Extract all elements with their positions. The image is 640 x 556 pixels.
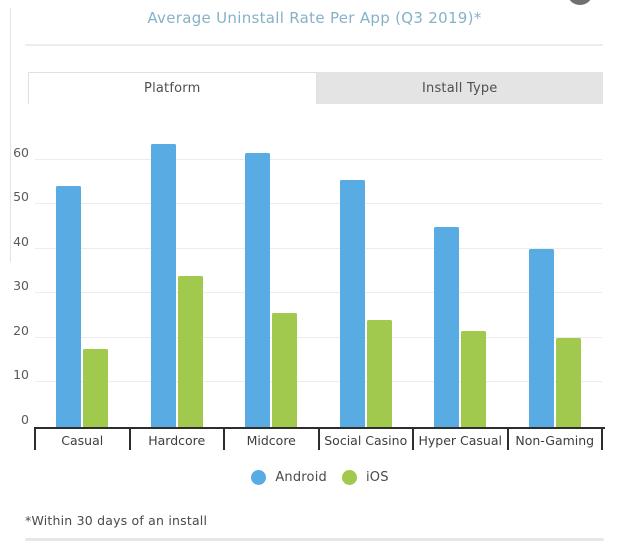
y-axis-label-0: 0 [21,412,29,427]
bar-group-casual [35,133,130,427]
bar-ios-hardcore[interactable] [177,275,203,427]
bar-ios-hyper-casual[interactable] [461,331,487,427]
y-axis-label-60: 60 [13,144,29,160]
android-legend-dot [251,470,267,485]
bar-chart: 0 10 20 30 40 50 60 Casual Hardcore Midcore Socia… [0,133,640,453]
title-divider [25,44,603,46]
x-axis-label-hyper-casual: Hyper Casual [418,433,503,448]
axis-tick [223,427,225,450]
y-axis-label-10: 10 [13,367,29,383]
axis-tick [317,427,320,450]
chart-legend: Android iOS [0,470,640,485]
bar-group-hardcore [130,133,225,427]
tab-bar: Platform Install Type [28,72,603,104]
gridline-10 [35,381,602,383]
legend-item-android[interactable]: Android [251,470,327,485]
bar-android-hyper-casual[interactable] [434,226,460,427]
x-axis-label-midcore: Midcore [246,433,296,448]
bar-android-non-gaming[interactable] [528,248,554,427]
axis-tick [34,427,36,450]
axis-tick [128,427,131,450]
axis-tick [412,427,414,450]
tab-install-type[interactable]: Install Type [316,72,603,104]
bar-group-midcore [224,133,319,427]
y-axis-label-30: 30 [13,278,29,294]
y-axis-label-40: 40 [13,233,29,249]
legend-label: iOS [365,470,389,485]
gridline-20 [35,336,602,338]
x-axis-label-hardcore: Hardcore [148,433,206,448]
legend-label: Android [275,470,327,485]
tab-platform[interactable]: Platform [28,72,317,104]
gridline-30 [35,292,602,294]
bar-android-midcore[interactable] [245,153,271,427]
avatar[interactable] [567,0,593,5]
axis-tick [601,427,603,450]
y-axis-label-50: 50 [13,189,29,205]
bar-android-social-casino[interactable] [339,179,365,427]
bar-group-non-gaming [508,133,603,427]
gridline-60 [35,158,602,160]
footnote: *Within 30 days of an install [25,513,208,528]
bar-ios-midcore[interactable] [272,313,298,427]
x-axis-line [35,427,605,429]
axis-tick [506,427,509,450]
legend-item-ios[interactable]: iOS [341,470,389,485]
x-axis-label-non-gaming: Non-Gaming [515,433,595,448]
y-axis-label-20: 20 [13,322,29,338]
x-axis-label-casual: Casual [61,433,104,448]
bar-ios-casual[interactable] [83,349,109,427]
gridline-50 [35,203,602,205]
page-title: Average Uninstall Rate Per App (Q3 2019)… [147,9,482,27]
bar-android-hardcore[interactable] [150,144,176,427]
bar-ios-non-gaming[interactable] [555,337,581,427]
bottom-divider [25,538,604,541]
bar-group-social-casino [319,133,414,427]
page-left-edge-line [10,8,11,262]
bar-ios-social-casino[interactable] [366,320,392,427]
bar-group-hyper-casual [413,133,508,427]
bar-android-casual[interactable] [56,186,82,427]
x-axis-label-social-casino: Social Casino [324,433,408,448]
gridline-40 [35,247,602,249]
plot-area [35,133,602,427]
ios-legend-dot [341,470,357,485]
